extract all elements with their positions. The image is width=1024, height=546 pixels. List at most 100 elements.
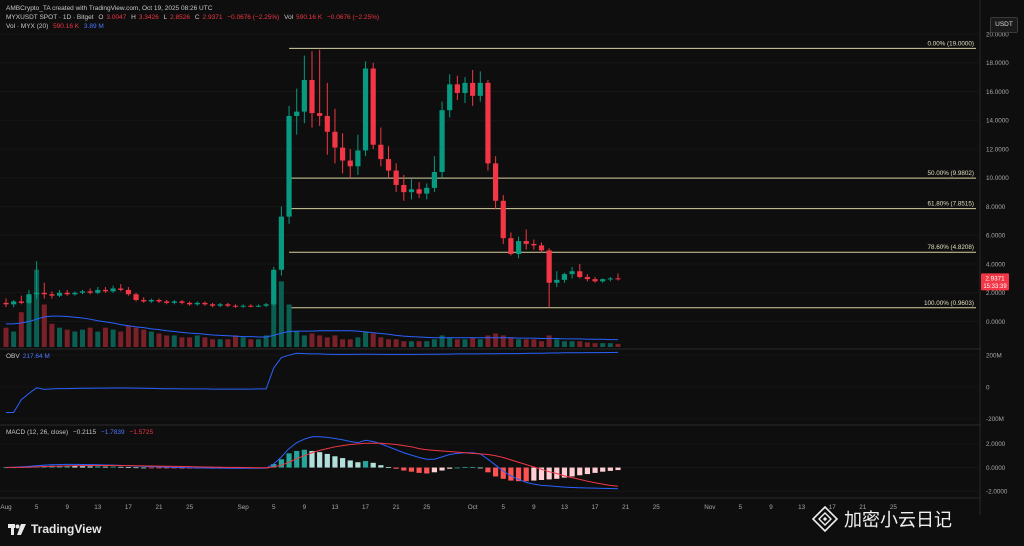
x-tick-label: 13 [798, 504, 806, 511]
price-tick-label: 0.0000 [986, 319, 1006, 326]
volume-bar [539, 341, 544, 347]
x-tick-label: 21 [622, 504, 630, 511]
macd-hist-bar [607, 467, 613, 471]
macd-hist-bar [531, 467, 537, 481]
volume-bar [577, 341, 583, 347]
created-caption: AMBCrypto_TA created with TradingView.co… [6, 5, 213, 12]
candle-body [355, 150, 361, 167]
macd-hist-bar [416, 467, 422, 473]
x-tick-label: 17 [592, 504, 600, 511]
volume-bar [263, 335, 269, 347]
macd-hist-bar [3, 467, 9, 469]
macd-legend: MACD (12, 26, close) −0.2115 −1.7839 −1.… [6, 428, 156, 437]
macd-hist-bar [271, 464, 277, 468]
x-tick-label: 5 [739, 504, 743, 511]
macd-hist-bar [584, 467, 590, 475]
candle-body [64, 292, 70, 295]
price-tick-label: 2.0000 [986, 290, 1006, 297]
candle-body [378, 144, 384, 160]
candle-body [164, 301, 170, 303]
macd-line [5, 436, 619, 490]
price-countdown: 15:33:39 [983, 284, 1007, 290]
fib-level-label: 78.60% (4.8208) [927, 244, 974, 251]
candle-body [87, 291, 93, 293]
candle-body [187, 302, 193, 305]
tradingview-logo[interactable]: TradingView [8, 522, 101, 536]
volume-bar [95, 331, 101, 347]
macd-hist-bar [493, 467, 499, 477]
candle-body [515, 241, 522, 254]
volume-bar [148, 331, 154, 347]
obv-value: 217.64 M [22, 353, 50, 360]
x-tick-label: 13 [331, 504, 339, 511]
candle-body [3, 302, 9, 305]
volume-bar [141, 329, 147, 347]
fib-level-label: 50.00% (9.9802) [927, 170, 974, 177]
watermark-text: 加密小云日记 [844, 510, 952, 530]
fib-level-label: 61.80% (7.8515) [927, 201, 974, 208]
volume-bar [332, 335, 338, 347]
volume-bar [156, 333, 162, 347]
open-label: O [98, 14, 104, 21]
volume-bar [72, 331, 78, 347]
macd-hist-bar [485, 467, 491, 473]
x-tick-label: 17 [362, 504, 370, 511]
volume-bar [294, 331, 300, 347]
candle-body [615, 278, 621, 280]
volume-bar [34, 269, 40, 347]
close-label: C [194, 14, 200, 21]
obv-legend: OBV 217.64 M [6, 352, 53, 361]
macd-hist-bar [64, 465, 70, 468]
macd-hist-bar [393, 467, 399, 469]
macd-hist-bar [324, 453, 330, 468]
tradingview-icon [8, 523, 26, 535]
x-tick-label: Sep [238, 504, 250, 511]
volume-bar [240, 337, 246, 347]
candle-body [11, 301, 17, 305]
macd-hist-bar [538, 467, 545, 480]
macd-hist-bar [470, 466, 476, 468]
macd-hist-bar [301, 449, 307, 468]
macd-hist-bar [401, 467, 407, 471]
x-tick-label: 17 [829, 504, 837, 511]
candle-body [309, 80, 315, 114]
price-tick-label: 10.0000 [986, 175, 1009, 182]
price-tick-label: 12.0000 [986, 146, 1009, 153]
low-label: L [163, 14, 168, 21]
macd-hist-bar [87, 466, 93, 468]
binance-square-icon [812, 506, 838, 532]
macd-hist-bar [110, 466, 116, 468]
vol-value: 590.16 K [296, 14, 323, 21]
macd-hist-bar [309, 450, 315, 468]
tradingview-label: TradingView [31, 522, 102, 536]
volume-bar [125, 325, 131, 347]
price-tick-label: 20.0000 [986, 31, 1009, 38]
candle-body [347, 160, 353, 167]
candle-body [18, 301, 24, 303]
volume-bar [87, 327, 93, 347]
vol-change: −0.0676 (−2.25%) [327, 14, 380, 21]
volume-bar [355, 337, 361, 347]
volume-bar [531, 339, 537, 347]
x-tick-label: 25 [423, 504, 431, 511]
price-tick-label: 6.0000 [986, 233, 1006, 240]
macd-hist-bar [278, 459, 284, 468]
macd-line-value: −1.7839 [100, 429, 125, 436]
volume-bar [102, 327, 108, 347]
volume-bar [133, 327, 139, 347]
candle-body [370, 68, 376, 145]
macd-hist-bar [156, 467, 162, 469]
candle-body [454, 84, 460, 93]
x-tick-label: Aug [0, 504, 12, 511]
volume-bar [462, 339, 468, 347]
macd-hist-bar [477, 467, 483, 469]
volume-bar [118, 331, 124, 347]
currency-button[interactable]: USDT [990, 17, 1018, 33]
macd-hist-bar [79, 466, 86, 468]
price-tick-label: 16.0000 [986, 89, 1009, 96]
volume-bar [569, 341, 575, 347]
macd-hist-bar [125, 467, 131, 468]
volume-bar [561, 341, 567, 347]
candle-body [156, 299, 162, 302]
